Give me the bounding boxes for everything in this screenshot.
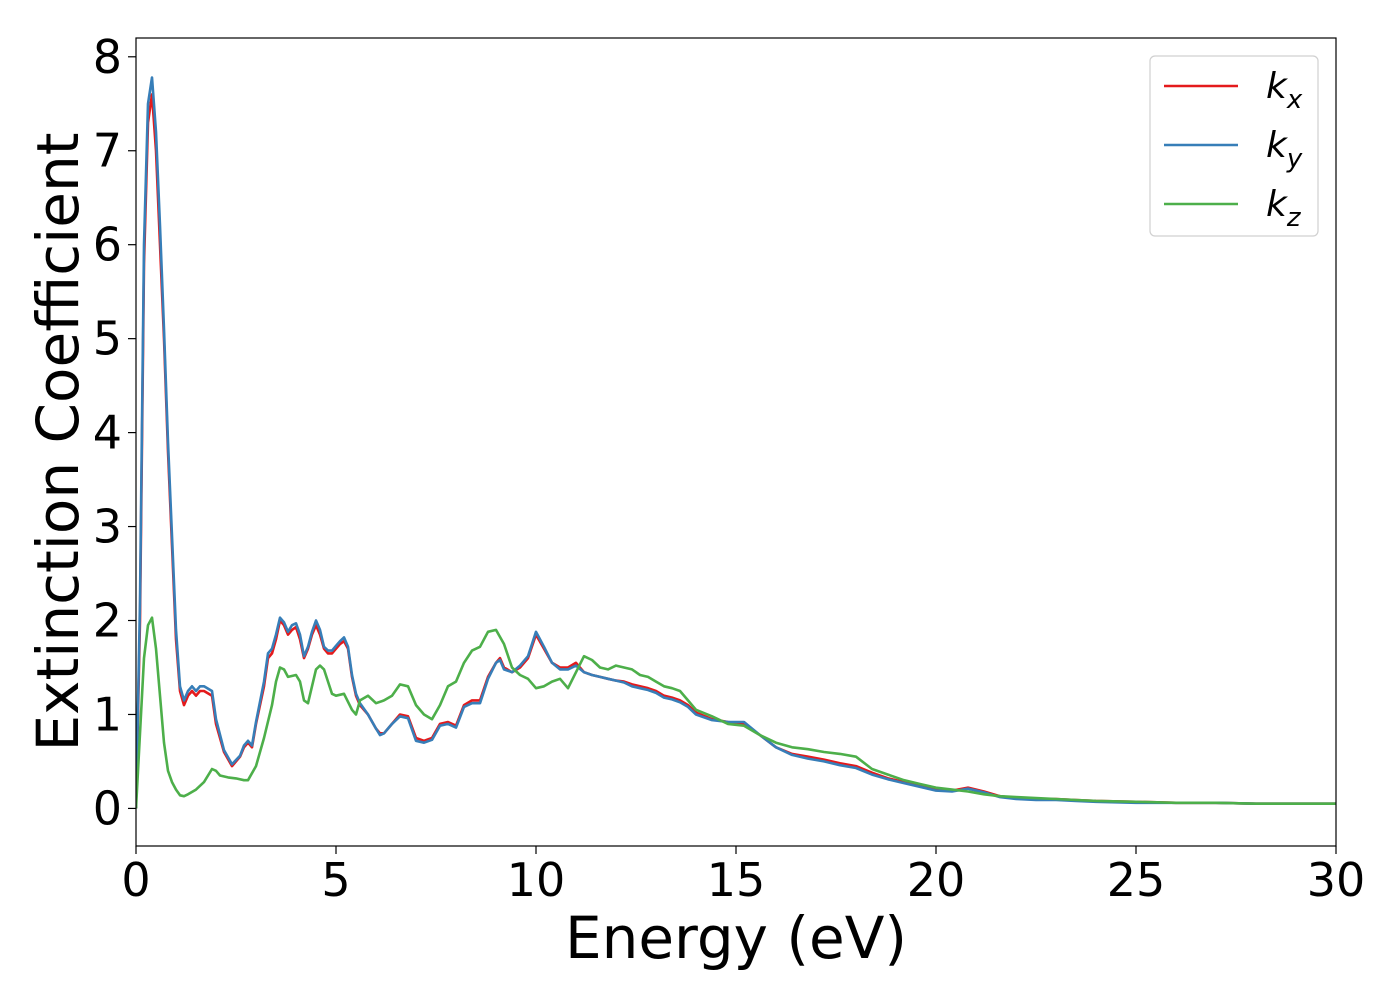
y-tick-label: 2 xyxy=(93,594,122,648)
x-tick-label: 25 xyxy=(1107,853,1166,907)
legend-label-x: kx xyxy=(1266,66,1303,115)
series-line-z xyxy=(136,616,1336,809)
y-tick-label: 8 xyxy=(93,30,122,84)
y-tick-label: 5 xyxy=(93,312,122,366)
x-axis-label: Energy (eV) xyxy=(565,904,907,972)
x-tick-label: 20 xyxy=(907,853,966,907)
series-line-y xyxy=(136,76,1336,809)
x-tick-label: 10 xyxy=(507,853,566,907)
x-tick-label: 15 xyxy=(707,853,766,907)
y-axis-ticks: 0 1 2 3 4 5 6 7 8 xyxy=(93,30,136,835)
series-layer xyxy=(136,76,1336,809)
y-tick-label: 7 xyxy=(93,124,122,178)
y-tick-label: 0 xyxy=(93,781,122,835)
y-tick-label: 4 xyxy=(93,406,122,460)
y-tick-label: 1 xyxy=(93,687,122,741)
y-axis-label: Extinction Coefficient xyxy=(24,133,92,752)
legend-label-z: kz xyxy=(1266,184,1302,233)
legend: kx ky kz xyxy=(1149,55,1319,237)
x-tick-label: 30 xyxy=(1307,853,1366,907)
legend-label-y: ky xyxy=(1266,125,1303,174)
x-tick-label: 5 xyxy=(321,853,350,907)
y-tick-label: 6 xyxy=(93,218,122,272)
x-tick-label: 0 xyxy=(121,853,150,907)
y-tick-label: 3 xyxy=(93,500,122,554)
x-axis-ticks: 0 5 10 15 20 25 30 xyxy=(121,846,1365,907)
